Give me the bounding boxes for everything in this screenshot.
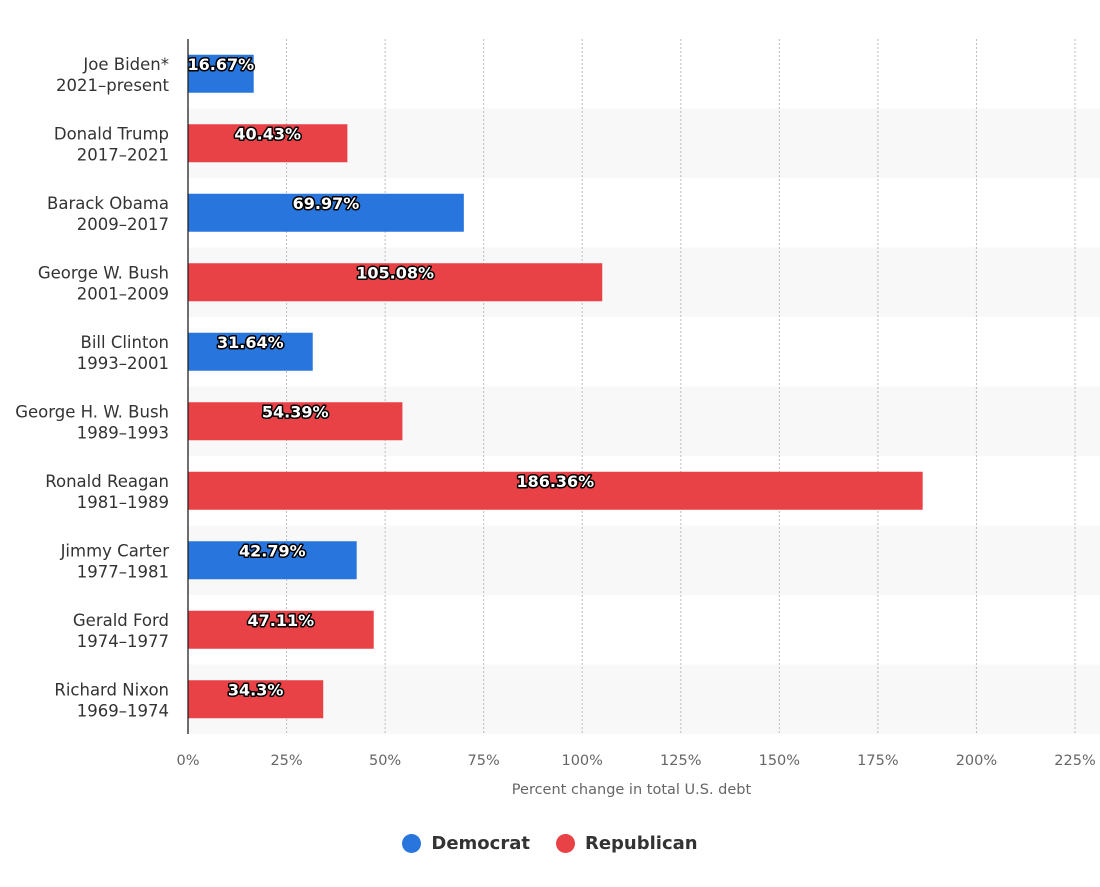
- legend-dot-democrat: [402, 834, 422, 853]
- category-label-line: Barack Obama: [47, 194, 169, 213]
- bar[interactable]: [188, 610, 374, 649]
- category-label-line: George H. W. Bush: [15, 402, 169, 421]
- x-tick-label: 50%: [369, 753, 401, 769]
- category-label-line: 1977–1981: [77, 562, 169, 581]
- bar[interactable]: [188, 471, 923, 510]
- legend-label-republican: Republican: [584, 833, 698, 854]
- data-labels: 16.67% 40.43% 69.97% 105.08% 31.64% 54.39% 186…: [186, 53, 596, 701]
- category-labels: Joe Biden* 2021–present Donald Trump 2017–2…: [15, 55, 169, 721]
- legend-label-democrat: Democrat: [431, 833, 530, 854]
- bar[interactable]: [188, 54, 254, 93]
- data-label: 16.67%: [188, 55, 255, 74]
- category-label: Bill Clinton 1993–2001: [77, 333, 169, 373]
- data-label: 54.39%: [262, 402, 329, 421]
- x-tick-label: 75%: [468, 753, 500, 769]
- category-label-line: 1974–1977: [77, 632, 169, 651]
- bar[interactable]: [188, 193, 464, 232]
- category-label: Gerald Ford 1974–1977: [73, 611, 169, 651]
- category-label-line: 1969–1974: [77, 701, 169, 720]
- bars: [188, 54, 923, 719]
- category-label-line: 1993–2001: [77, 354, 169, 373]
- row-bands: [188, 108, 1100, 734]
- category-label-line: 2017–2021: [77, 145, 169, 164]
- category-label-line: 2001–2009: [77, 284, 169, 303]
- row-band: [188, 664, 1100, 734]
- legend: Democrat Republican: [0, 833, 1100, 854]
- legend-item-republican[interactable]: Republican: [555, 833, 698, 854]
- data-label: 69.97%: [293, 194, 360, 213]
- data-label: 40.43%: [234, 124, 301, 143]
- category-label-line: Donald Trump: [54, 124, 169, 143]
- category-label-line: Richard Nixon: [54, 680, 169, 699]
- category-label: Joe Biden* 2021–present: [56, 55, 169, 95]
- category-label-line: 1989–1993: [77, 423, 169, 442]
- x-tick-label: 225%: [1054, 753, 1095, 769]
- data-label: 47.11%: [248, 611, 315, 630]
- category-label: Ronald Reagan 1981–1989: [45, 472, 169, 512]
- category-label-line: George W. Bush: [38, 263, 169, 282]
- category-label-line: 1981–1989: [77, 493, 169, 512]
- category-label: Barack Obama 2009–2017: [47, 194, 169, 234]
- bar[interactable]: [188, 541, 357, 580]
- data-label: 42.79%: [239, 541, 306, 560]
- bar[interactable]: [188, 332, 313, 371]
- legend-item-democrat[interactable]: Democrat: [402, 833, 530, 854]
- category-label-line: Joe Biden*: [82, 55, 169, 74]
- category-label-line: 2021–present: [56, 76, 169, 95]
- bar[interactable]: [188, 680, 324, 719]
- category-label-line: Ronald Reagan: [45, 472, 169, 491]
- x-axis-ticks: 0% 25% 50% 75% 100% 125% 150% 175% 200% 225%: [176, 753, 1095, 769]
- category-label-line: Bill Clinton: [81, 333, 170, 352]
- bar[interactable]: [188, 402, 403, 441]
- x-tick-label: 175%: [857, 753, 898, 769]
- category-label: Jimmy Carter 1977–1981: [60, 541, 170, 581]
- x-tick-label: 200%: [956, 753, 997, 769]
- x-tick-label: 150%: [759, 753, 800, 769]
- data-label: 105.08%: [356, 263, 434, 282]
- category-label: George H. W. Bush 1989–1993: [15, 402, 169, 442]
- category-label: Richard Nixon 1969–1974: [54, 680, 169, 720]
- data-label: 31.64%: [217, 333, 284, 352]
- category-label-line: Jimmy Carter: [60, 541, 170, 560]
- x-tick-label: 25%: [270, 753, 302, 769]
- bar-chart-svg: Joe Biden* 2021–present Donald Trump 2017–2…: [15, 39, 1100, 798]
- x-tick-label: 100%: [561, 753, 602, 769]
- x-tick-label: 0%: [176, 753, 199, 769]
- data-label: 186.36%: [516, 472, 594, 491]
- category-label-line: Gerald Ford: [73, 611, 169, 630]
- category-label: Donald Trump 2017–2021: [54, 124, 169, 164]
- data-label: 34.3%: [228, 680, 284, 699]
- legend-dot-republican: [555, 834, 575, 853]
- bar[interactable]: [188, 124, 348, 163]
- bar[interactable]: [188, 263, 603, 302]
- category-label-line: 2009–2017: [77, 215, 169, 234]
- x-axis-title: Percent change in total U.S. debt: [512, 782, 752, 798]
- x-tick-label: 125%: [660, 753, 701, 769]
- category-label: George W. Bush 2001–2009: [38, 263, 169, 303]
